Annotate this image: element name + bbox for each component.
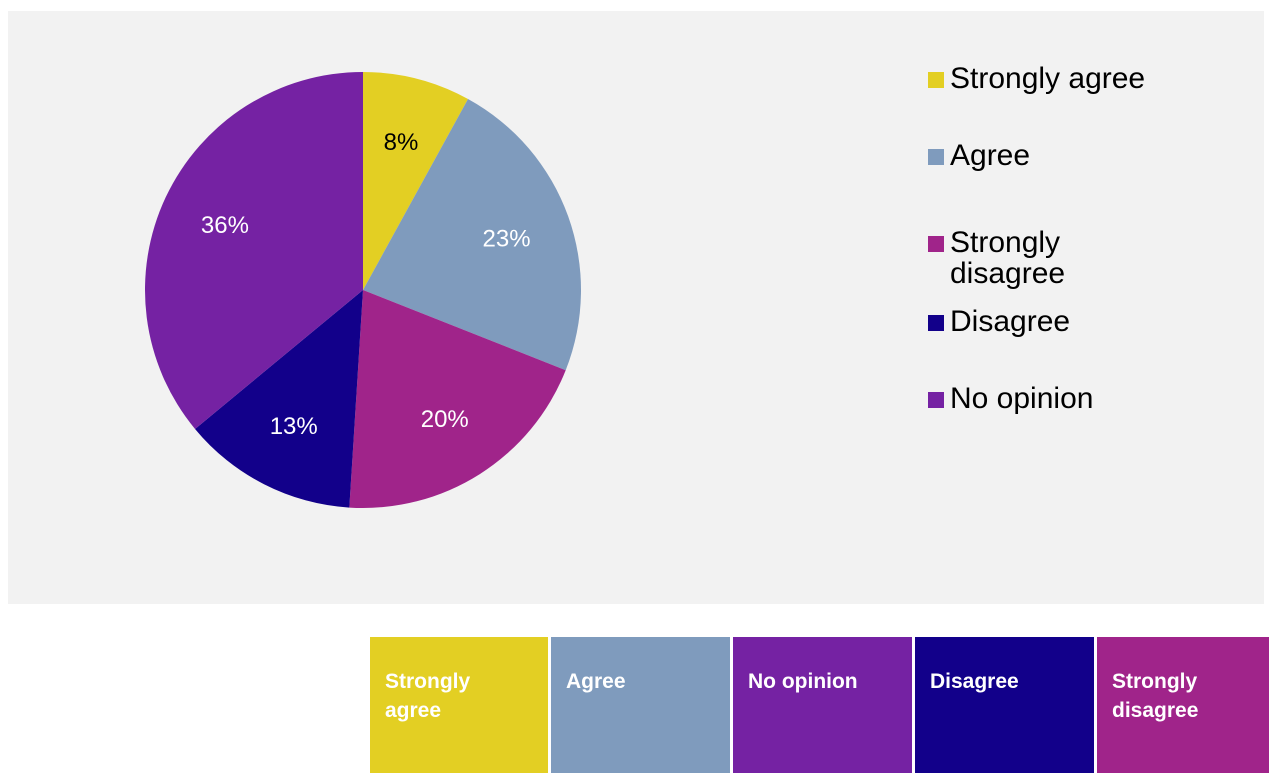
pie-slice-strongly-agree — [363, 72, 469, 290]
pie-slice-disagree — [195, 290, 363, 508]
legend-swatch — [928, 149, 944, 165]
color-key-table: Strongly agree Agree No opinion Disagree Str… — [370, 637, 1269, 773]
legend-item: Strongly agree — [928, 63, 1210, 94]
legend-swatch — [928, 392, 944, 408]
legend-label: Strongly disagree — [950, 226, 1066, 290]
legend-label: Agree — [950, 139, 1031, 172]
key-cell: No opinion — [733, 637, 915, 773]
pie-data-label: 13% — [270, 413, 318, 440]
legend-item: Disagree — [928, 306, 1210, 337]
legend-swatch — [928, 236, 944, 252]
pie-slice-agree — [363, 98, 581, 371]
legend-item: No opinion — [928, 383, 1210, 414]
pie-slice-strongly-disagree — [349, 290, 566, 508]
pie-data-label: 8% — [384, 129, 419, 156]
pie-chart: 8% 23% 20% 13% 36% — [144, 72, 581, 508]
key-cell: Disagree — [915, 637, 1097, 773]
key-cell: Strongly agree — [370, 637, 551, 773]
pie-data-label: 20% — [421, 406, 469, 433]
legend-label: No opinion — [950, 382, 1094, 415]
legend-swatch — [928, 72, 944, 88]
legend-label: Strongly agree — [950, 62, 1146, 95]
chart-panel: 8% 23% 20% 13% 36% Strongly agree Agree Strong… — [8, 11, 1264, 604]
key-cell: Strongly disagree — [1097, 637, 1269, 773]
pie-data-label: 36% — [201, 212, 249, 239]
pie-slice-no-opinion — [144, 72, 363, 429]
pie-data-label: 23% — [483, 225, 531, 252]
legend-item: Agree — [928, 140, 1210, 171]
legend-label: Disagree — [950, 305, 1071, 338]
legend-item: Strongly disagree — [928, 227, 1100, 289]
key-cell: Agree — [551, 637, 733, 773]
legend-swatch — [928, 315, 944, 331]
